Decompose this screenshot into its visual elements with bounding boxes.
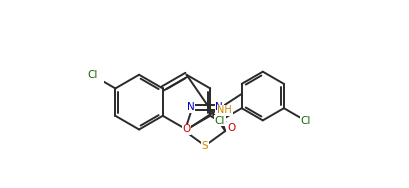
Text: N: N xyxy=(187,102,194,112)
Text: N: N xyxy=(215,102,222,112)
Text: Cl: Cl xyxy=(214,116,225,126)
Text: S: S xyxy=(201,141,208,151)
Text: NH: NH xyxy=(217,105,231,115)
Text: O: O xyxy=(227,123,235,133)
Text: Cl: Cl xyxy=(87,70,97,80)
Text: O: O xyxy=(182,124,190,134)
Text: Cl: Cl xyxy=(300,116,310,126)
